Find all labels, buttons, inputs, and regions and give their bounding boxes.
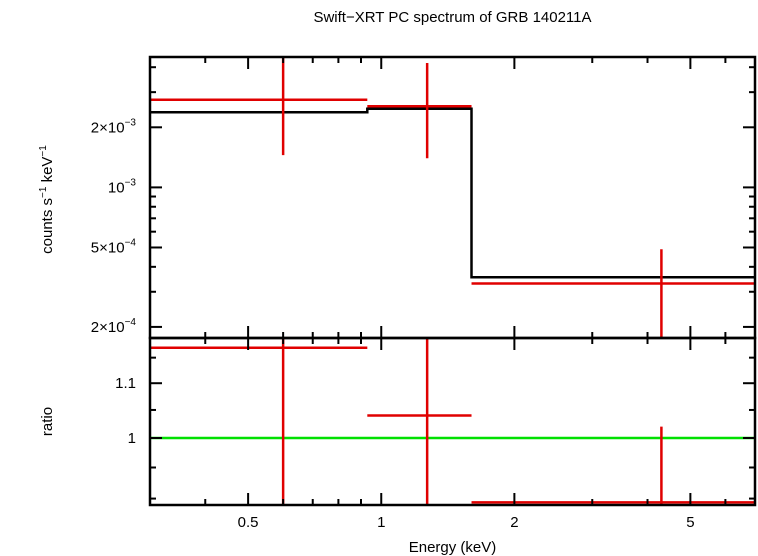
x-tick-label: 0.5 [238,514,259,531]
spectrum-ytick-label: 2×10−4 [91,317,137,336]
y-axis-label-spectrum: counts s−1 keV−1 [38,145,56,254]
model-step-line [150,107,755,279]
spectrum-ytick-label: 2×10−3 [91,117,137,136]
x-tick-label: 2 [510,514,518,531]
spectrum-ytick-label: 5×10−4 [91,237,137,256]
chart-title: Swift−XRT PC spectrum of GRB 140211A [313,9,591,26]
x-tick-label: 1 [377,514,385,531]
spectrum-ytick-label: 10−3 [108,177,137,196]
ratio-ytick-label: 1.1 [115,375,136,392]
x-axis-label: Energy (keV) [409,539,497,556]
ratio-panel-frame [148,336,757,507]
ratio-ytick-label: 1 [128,430,136,447]
x-tick-label: 5 [686,514,694,531]
y-axis-label-ratio: ratio [39,407,56,436]
